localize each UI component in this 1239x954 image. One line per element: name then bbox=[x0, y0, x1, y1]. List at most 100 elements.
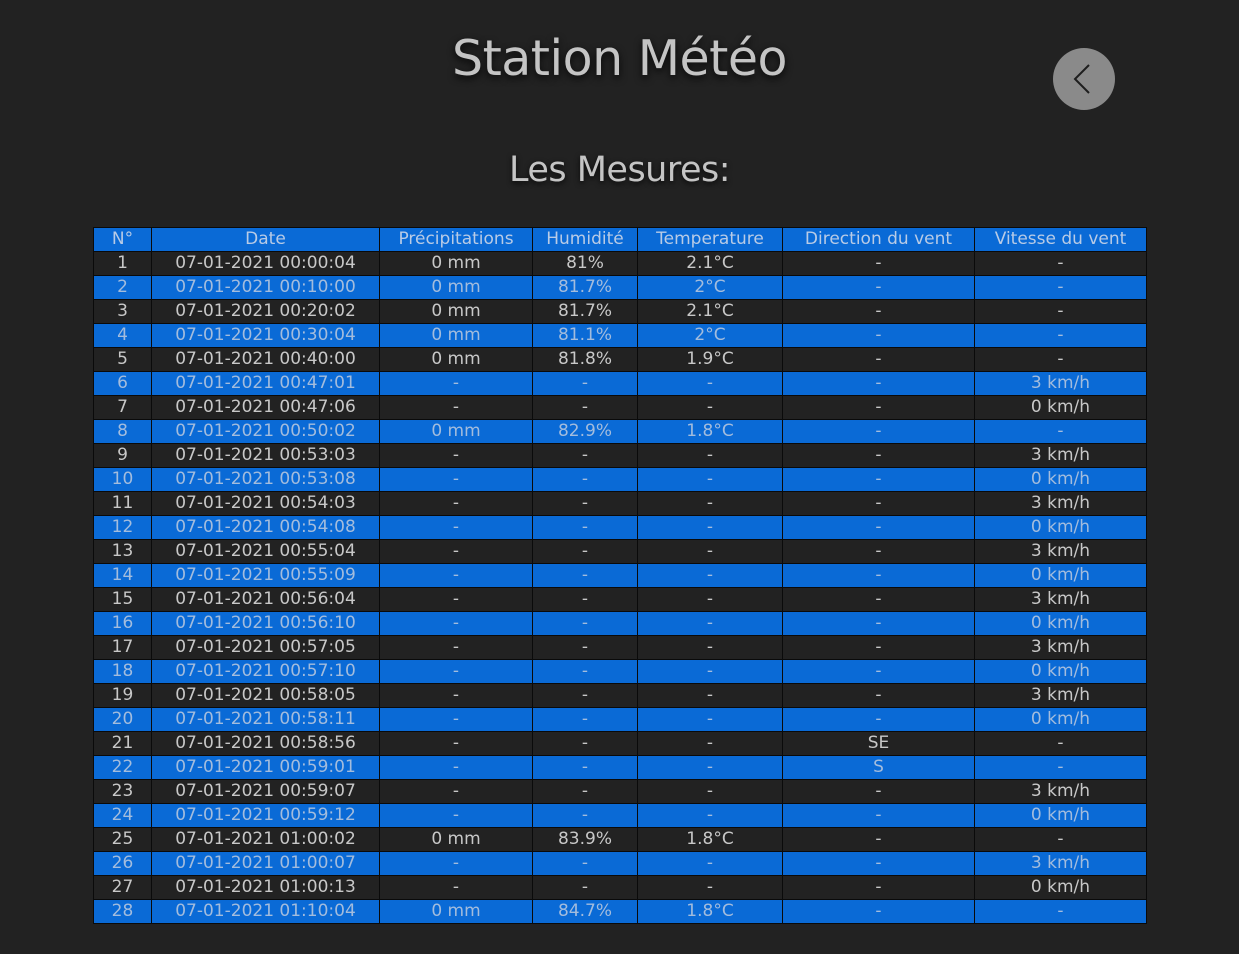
cell-humidity: - bbox=[532, 851, 638, 876]
cell-wind-direction: - bbox=[782, 467, 975, 492]
cell-temperature: - bbox=[637, 851, 783, 876]
cell-wind-speed: 3 km/h bbox=[974, 635, 1147, 660]
cell-date: 07-01-2021 00:20:02 bbox=[151, 299, 380, 324]
cell-precipitations: - bbox=[379, 467, 533, 492]
cell-temperature: - bbox=[637, 467, 783, 492]
cell-precipitations: 0 mm bbox=[379, 899, 533, 924]
cell-number: 23 bbox=[93, 779, 152, 804]
table-row: 21 07-01-2021 00:58:56- - - SE - bbox=[93, 731, 1147, 756]
table-row: 27 07-01-2021 01:00:13- - - -0 km/h bbox=[93, 875, 1147, 900]
cell-wind-speed: - bbox=[974, 827, 1147, 852]
cell-date: 07-01-2021 00:55:04 bbox=[151, 539, 380, 564]
cell-wind-speed: 3 km/h bbox=[974, 443, 1147, 468]
table-row: 2 07-01-2021 00:10:00 0 mm 81.7% 2°C - - bbox=[93, 275, 1147, 300]
column-header-humidity[interactable]: Humidité bbox=[532, 227, 638, 252]
cell-temperature: - bbox=[637, 395, 783, 420]
cell-humidity: - bbox=[532, 443, 638, 468]
cell-wind-direction: - bbox=[782, 875, 975, 900]
cell-wind-speed: 3 km/h bbox=[974, 683, 1147, 708]
table-row: 6 07-01-2021 00:47:01- - - -3 km/h bbox=[93, 371, 1147, 396]
cell-date: 07-01-2021 00:55:09 bbox=[151, 563, 380, 588]
cell-temperature: 2°C bbox=[637, 323, 783, 348]
cell-precipitations: - bbox=[379, 731, 533, 756]
cell-date: 07-01-2021 00:57:10 bbox=[151, 659, 380, 684]
cell-number: 9 bbox=[93, 443, 152, 468]
cell-date: 07-01-2021 00:10:00 bbox=[151, 275, 380, 300]
cell-number: 20 bbox=[93, 707, 152, 732]
table-row: 3 07-01-2021 00:20:02 0 mm 81.7% 2.1°C - - bbox=[93, 299, 1147, 324]
column-header-wind-direction[interactable]: Direction du vent bbox=[782, 227, 975, 252]
page-title: Station Météo bbox=[451, 30, 788, 87]
cell-precipitations: 0 mm bbox=[379, 347, 533, 372]
column-header-number[interactable]: N° bbox=[93, 227, 152, 252]
cell-temperature: - bbox=[637, 779, 783, 804]
cell-temperature: - bbox=[637, 683, 783, 708]
cell-number: 6 bbox=[93, 371, 152, 396]
cell-wind-speed: - bbox=[974, 347, 1147, 372]
cell-number: 12 bbox=[93, 515, 152, 540]
column-header-precipitations[interactable]: Précipitations bbox=[379, 227, 533, 252]
cell-date: 07-01-2021 00:59:07 bbox=[151, 779, 380, 804]
cell-date: 07-01-2021 00:54:03 bbox=[151, 491, 380, 516]
cell-precipitations: - bbox=[379, 491, 533, 516]
cell-temperature: - bbox=[637, 491, 783, 516]
table-row: 16 07-01-2021 00:56:10- - - -0 km/h bbox=[93, 611, 1147, 636]
cell-date: 07-01-2021 00:58:05 bbox=[151, 683, 380, 708]
cell-humidity: 81.1% bbox=[532, 323, 638, 348]
cell-number: 24 bbox=[93, 803, 152, 828]
table-row: 22 07-01-2021 00:59:01- - - S - bbox=[93, 755, 1147, 780]
cell-number: 22 bbox=[93, 755, 152, 780]
cell-wind-speed: 0 km/h bbox=[974, 803, 1147, 828]
cell-wind-direction: - bbox=[782, 659, 975, 684]
cell-number: 13 bbox=[93, 539, 152, 564]
cell-wind-direction: SE bbox=[782, 731, 975, 756]
table-row: 19 07-01-2021 00:58:05- - - -3 km/h bbox=[93, 683, 1147, 708]
cell-temperature: - bbox=[637, 803, 783, 828]
cell-precipitations: - bbox=[379, 851, 533, 876]
cell-number: 3 bbox=[93, 299, 152, 324]
cell-wind-speed: 0 km/h bbox=[974, 395, 1147, 420]
cell-wind-direction: - bbox=[782, 587, 975, 612]
cell-wind-speed: 3 km/h bbox=[974, 779, 1147, 804]
cell-wind-speed: - bbox=[974, 731, 1147, 756]
cell-wind-speed: 0 km/h bbox=[974, 707, 1147, 732]
table-row: 14 07-01-2021 00:55:09- - - -0 km/h bbox=[93, 563, 1147, 588]
cell-humidity: - bbox=[532, 563, 638, 588]
cell-wind-speed: - bbox=[974, 755, 1147, 780]
cell-humidity: 81% bbox=[532, 251, 638, 276]
cell-wind-speed: 0 km/h bbox=[974, 563, 1147, 588]
cell-wind-speed: - bbox=[974, 275, 1147, 300]
cell-wind-direction: - bbox=[782, 347, 975, 372]
cell-number: 26 bbox=[93, 851, 152, 876]
column-header-temperature[interactable]: Temperature bbox=[637, 227, 783, 252]
cell-precipitations: 0 mm bbox=[379, 251, 533, 276]
back-button[interactable] bbox=[1053, 48, 1115, 110]
cell-precipitations: - bbox=[379, 635, 533, 660]
cell-wind-speed: 0 km/h bbox=[974, 515, 1147, 540]
cell-temperature: - bbox=[637, 635, 783, 660]
column-header-wind-speed[interactable]: Vitesse du vent bbox=[974, 227, 1147, 252]
cell-humidity: - bbox=[532, 635, 638, 660]
cell-number: 2 bbox=[93, 275, 152, 300]
table-row: 26 07-01-2021 01:00:07- - - -3 km/h bbox=[93, 851, 1147, 876]
cell-date: 07-01-2021 00:58:11 bbox=[151, 707, 380, 732]
cell-date: 07-01-2021 00:56:10 bbox=[151, 611, 380, 636]
table-row: 15 07-01-2021 00:56:04- - - -3 km/h bbox=[93, 587, 1147, 612]
cell-number: 18 bbox=[93, 659, 152, 684]
cell-humidity: 82.9% bbox=[532, 419, 638, 444]
cell-wind-speed: 3 km/h bbox=[974, 371, 1147, 396]
cell-wind-speed: - bbox=[974, 899, 1147, 924]
cell-number: 1 bbox=[93, 251, 152, 276]
cell-humidity: - bbox=[532, 467, 638, 492]
cell-wind-direction: - bbox=[782, 563, 975, 588]
cell-wind-speed: 0 km/h bbox=[974, 467, 1147, 492]
cell-wind-speed: 0 km/h bbox=[974, 875, 1147, 900]
table-row: 23 07-01-2021 00:59:07- - - -3 km/h bbox=[93, 779, 1147, 804]
cell-date: 07-01-2021 00:50:02 bbox=[151, 419, 380, 444]
cell-precipitations: - bbox=[379, 539, 533, 564]
cell-temperature: 1.9°C bbox=[637, 347, 783, 372]
cell-wind-speed: 3 km/h bbox=[974, 491, 1147, 516]
column-header-date[interactable]: Date bbox=[151, 227, 380, 252]
cell-wind-direction: - bbox=[782, 299, 975, 324]
